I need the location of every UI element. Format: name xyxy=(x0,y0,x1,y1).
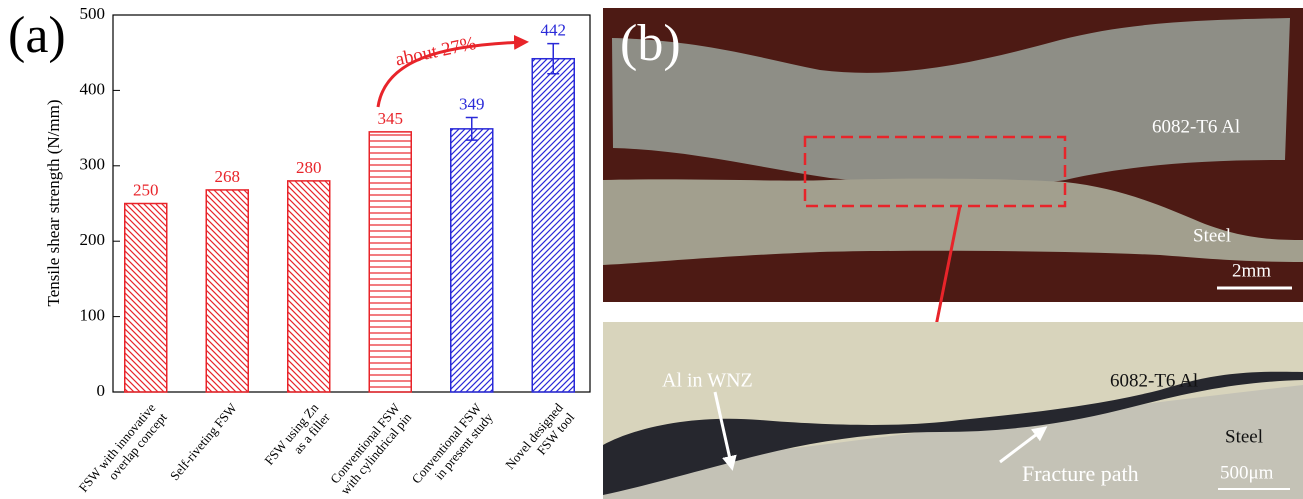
material-label: Steel xyxy=(1193,225,1231,246)
y-axis-label: Tensile shear strength (N/mm) xyxy=(44,99,63,306)
bar xyxy=(206,190,248,392)
value-label: 349 xyxy=(459,94,485,113)
value-label: 280 xyxy=(296,158,322,177)
scale-label: 500μm xyxy=(1220,462,1274,483)
y-tick-label: 500 xyxy=(80,4,106,23)
value-label: 345 xyxy=(378,109,404,128)
material-label: 6082-T6 Al xyxy=(1110,370,1198,391)
region-label: Al in WNZ xyxy=(662,370,753,392)
x-tick-label: Novel designedFSW tool xyxy=(502,400,577,482)
panel-label: (a) xyxy=(8,7,66,64)
x-tick-label: Self-riveting FSW xyxy=(167,400,240,483)
panel-label: (b) xyxy=(620,15,681,72)
micrograph-top: (b) 6082-T6 Al Steel 2mm xyxy=(603,8,1303,302)
y-tick-label: 400 xyxy=(80,79,106,98)
plot-frame xyxy=(113,15,590,392)
scale-label: 2mm xyxy=(1232,260,1271,281)
bar xyxy=(451,129,493,392)
x-tick-label: FSW with innovativeoverlap concept xyxy=(76,400,171,499)
y-tick-label: 0 xyxy=(97,381,106,400)
value-label: 268 xyxy=(215,167,241,186)
bar xyxy=(288,181,330,392)
material-label: 6082-T6 Al xyxy=(1152,116,1240,137)
y-tick-label: 100 xyxy=(80,306,106,325)
value-label: 250 xyxy=(133,180,159,199)
bar xyxy=(532,59,574,392)
value-label: 442 xyxy=(541,21,567,40)
region-label: Fracture path xyxy=(1022,461,1139,486)
micrograph-bottom: 6082-T6 Al Al in WNZ Steel Fracture path… xyxy=(603,322,1303,499)
material-label: Steel xyxy=(1225,426,1263,447)
y-tick-label: 200 xyxy=(80,230,106,249)
x-tick-label: Conventional FSWin present study xyxy=(409,400,497,496)
annotation: about 27% xyxy=(394,33,479,71)
figure: (a) Tensile shear strength (N/mm) about … xyxy=(0,0,1303,499)
x-tick-label: FSW using Znas a filler xyxy=(261,400,333,478)
x-tick-label: Conventional FSWwith cylindrical pin xyxy=(326,400,415,498)
bar xyxy=(369,132,411,392)
y-tick-label: 300 xyxy=(80,155,106,174)
bar xyxy=(125,204,167,393)
